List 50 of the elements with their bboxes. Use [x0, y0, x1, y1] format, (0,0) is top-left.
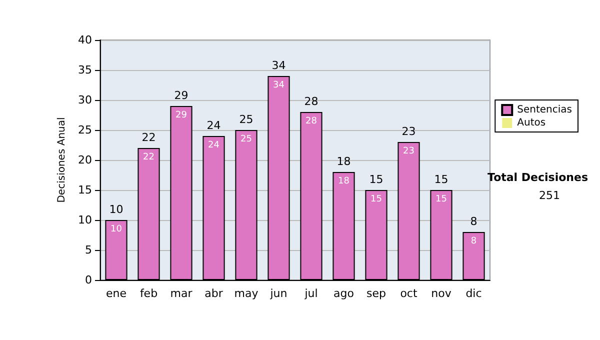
x-tick-label: feb: [140, 287, 158, 300]
data-label: 22: [143, 152, 154, 162]
total-label: 22: [142, 131, 156, 144]
y-tick-label: 0: [85, 274, 92, 286]
total-label: 8: [470, 215, 478, 228]
total-label: 15: [434, 173, 448, 186]
x-tick-label: nov: [431, 287, 452, 300]
legend-label: Autos: [517, 118, 546, 128]
total-label: 34: [272, 59, 286, 72]
x-tick-label: jun: [269, 287, 288, 300]
x-tick-label: dic: [466, 287, 482, 300]
total-label: 10: [109, 203, 124, 216]
total-label: 29: [174, 89, 188, 102]
y-tick-label: 5: [85, 244, 92, 256]
x-tick-label: ene: [106, 287, 127, 300]
total-label: 24: [206, 119, 221, 132]
y-tick-label: 40: [78, 34, 92, 46]
total-label: 28: [304, 95, 318, 108]
total-label: 25: [239, 113, 254, 126]
data-label: 28: [306, 116, 318, 126]
data-label: 10: [110, 224, 122, 234]
total-label: 23: [402, 125, 416, 138]
x-tick-label: jul: [304, 287, 318, 300]
x-tick-label: sep: [366, 287, 386, 300]
data-label: 34: [273, 80, 285, 90]
annotation: Total Decisiones: [488, 171, 588, 184]
y-tick-label: 25: [78, 124, 92, 136]
data-label: 25: [240, 134, 252, 144]
x-tick-label: oct: [400, 287, 418, 300]
x-tick-label: ago: [334, 287, 354, 300]
total-label: 15: [369, 173, 384, 186]
x-tick-label: abr: [204, 287, 224, 300]
total-label: 18: [336, 155, 351, 168]
y-tick-label: 10: [78, 214, 92, 226]
legend-label: Sentencias: [517, 104, 572, 116]
text: 251: [539, 189, 560, 202]
data-label: 18: [338, 176, 350, 186]
data-label: 15: [436, 194, 447, 204]
x-tick-label: mar: [170, 287, 193, 300]
data-label: 15: [370, 194, 382, 204]
y-tick-label: 35: [78, 64, 92, 76]
y-tick-label: 15: [78, 184, 92, 196]
data-label: 8: [470, 236, 477, 246]
y-tick-label: 20: [78, 154, 92, 166]
data-label: 23: [403, 146, 414, 156]
y-tick-label: 30: [78, 94, 92, 106]
y-axis-title: Decisiones Anual: [56, 117, 68, 203]
data-label: 24: [208, 140, 220, 150]
x-tick-label: may: [234, 287, 259, 300]
data-label: 29: [176, 110, 188, 120]
